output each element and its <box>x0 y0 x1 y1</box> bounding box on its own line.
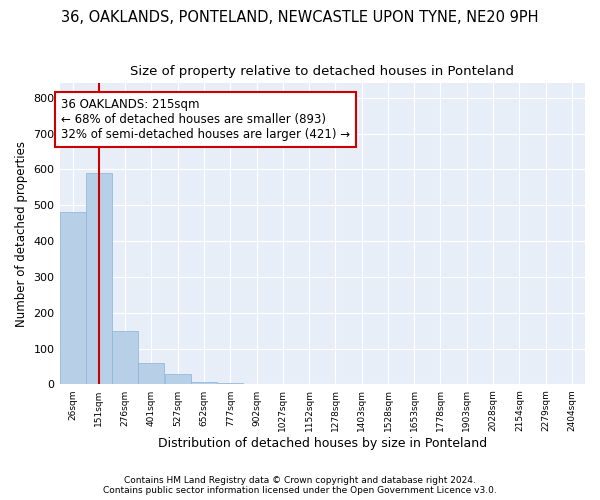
Text: Contains HM Land Registry data © Crown copyright and database right 2024.
Contai: Contains HM Land Registry data © Crown c… <box>103 476 497 495</box>
X-axis label: Distribution of detached houses by size in Ponteland: Distribution of detached houses by size … <box>158 437 487 450</box>
Bar <box>139 363 164 384</box>
Bar <box>165 374 191 384</box>
Text: 36, OAKLANDS, PONTELAND, NEWCASTLE UPON TYNE, NE20 9PH: 36, OAKLANDS, PONTELAND, NEWCASTLE UPON … <box>61 10 539 25</box>
Bar <box>191 382 217 384</box>
Bar <box>112 330 138 384</box>
Bar <box>86 173 112 384</box>
Y-axis label: Number of detached properties: Number of detached properties <box>15 141 28 327</box>
Text: 36 OAKLANDS: 215sqm
← 68% of detached houses are smaller (893)
32% of semi-detac: 36 OAKLANDS: 215sqm ← 68% of detached ho… <box>61 98 350 140</box>
Bar <box>59 212 86 384</box>
Title: Size of property relative to detached houses in Ponteland: Size of property relative to detached ho… <box>130 65 514 78</box>
